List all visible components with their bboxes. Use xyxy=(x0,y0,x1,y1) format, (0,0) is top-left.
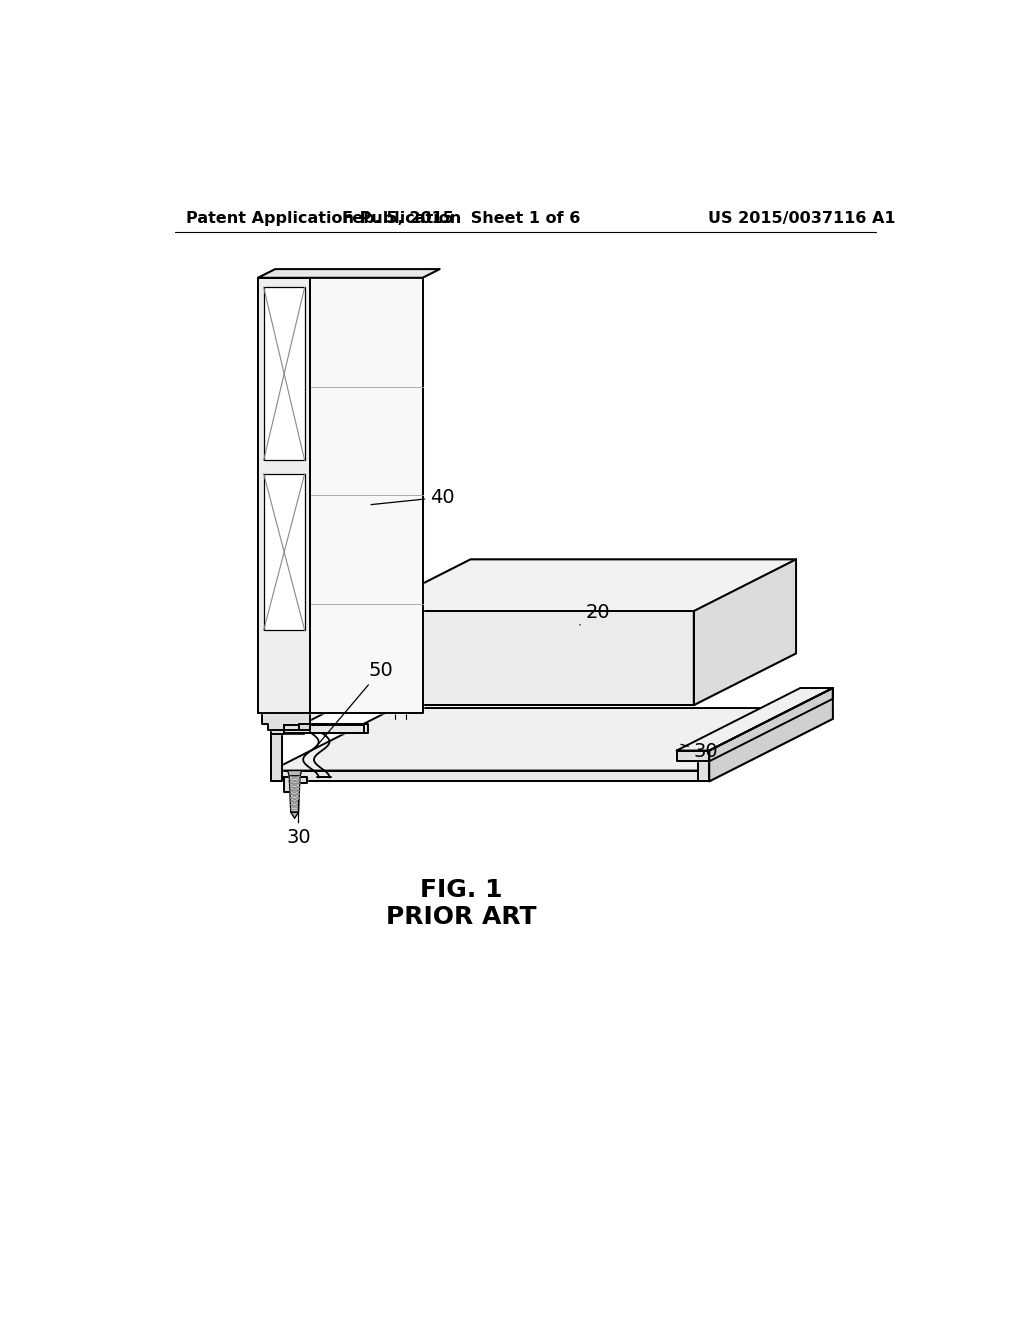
Polygon shape xyxy=(369,560,796,611)
Polygon shape xyxy=(258,277,310,713)
Text: 20: 20 xyxy=(580,603,610,624)
Text: 40: 40 xyxy=(371,487,455,507)
Polygon shape xyxy=(258,277,310,713)
Polygon shape xyxy=(271,708,833,771)
Polygon shape xyxy=(310,723,369,733)
Polygon shape xyxy=(288,771,302,776)
Polygon shape xyxy=(289,776,300,812)
Polygon shape xyxy=(369,611,693,705)
Text: FIG. 1: FIG. 1 xyxy=(420,878,503,902)
Polygon shape xyxy=(698,688,833,751)
Polygon shape xyxy=(271,723,283,781)
Polygon shape xyxy=(698,751,710,781)
Polygon shape xyxy=(263,286,305,461)
Text: Patent Application Publication: Patent Application Publication xyxy=(186,211,462,226)
Text: 30: 30 xyxy=(286,800,311,847)
Polygon shape xyxy=(710,688,833,781)
Polygon shape xyxy=(693,560,796,705)
Polygon shape xyxy=(299,723,310,730)
Polygon shape xyxy=(693,560,796,705)
Polygon shape xyxy=(710,688,833,762)
Polygon shape xyxy=(271,771,710,781)
Polygon shape xyxy=(710,708,833,781)
Polygon shape xyxy=(258,269,439,277)
Polygon shape xyxy=(258,269,439,277)
Polygon shape xyxy=(677,751,710,762)
Polygon shape xyxy=(310,277,423,713)
Polygon shape xyxy=(271,723,304,734)
Polygon shape xyxy=(310,277,423,713)
Text: PRIOR ART: PRIOR ART xyxy=(386,904,537,929)
Polygon shape xyxy=(263,474,305,631)
Polygon shape xyxy=(677,688,833,751)
Polygon shape xyxy=(284,725,365,733)
Polygon shape xyxy=(291,812,299,818)
Polygon shape xyxy=(271,661,406,723)
Polygon shape xyxy=(271,661,428,723)
Text: US 2015/0037116 A1: US 2015/0037116 A1 xyxy=(709,211,896,226)
Text: 30: 30 xyxy=(681,742,719,760)
Polygon shape xyxy=(369,611,693,705)
Polygon shape xyxy=(263,474,305,631)
Text: Feb. 5, 2015   Sheet 1 of 6: Feb. 5, 2015 Sheet 1 of 6 xyxy=(342,211,581,226)
Polygon shape xyxy=(369,560,796,611)
Text: 50: 50 xyxy=(316,661,393,746)
Polygon shape xyxy=(263,286,305,461)
Polygon shape xyxy=(262,713,310,730)
Polygon shape xyxy=(284,777,307,792)
